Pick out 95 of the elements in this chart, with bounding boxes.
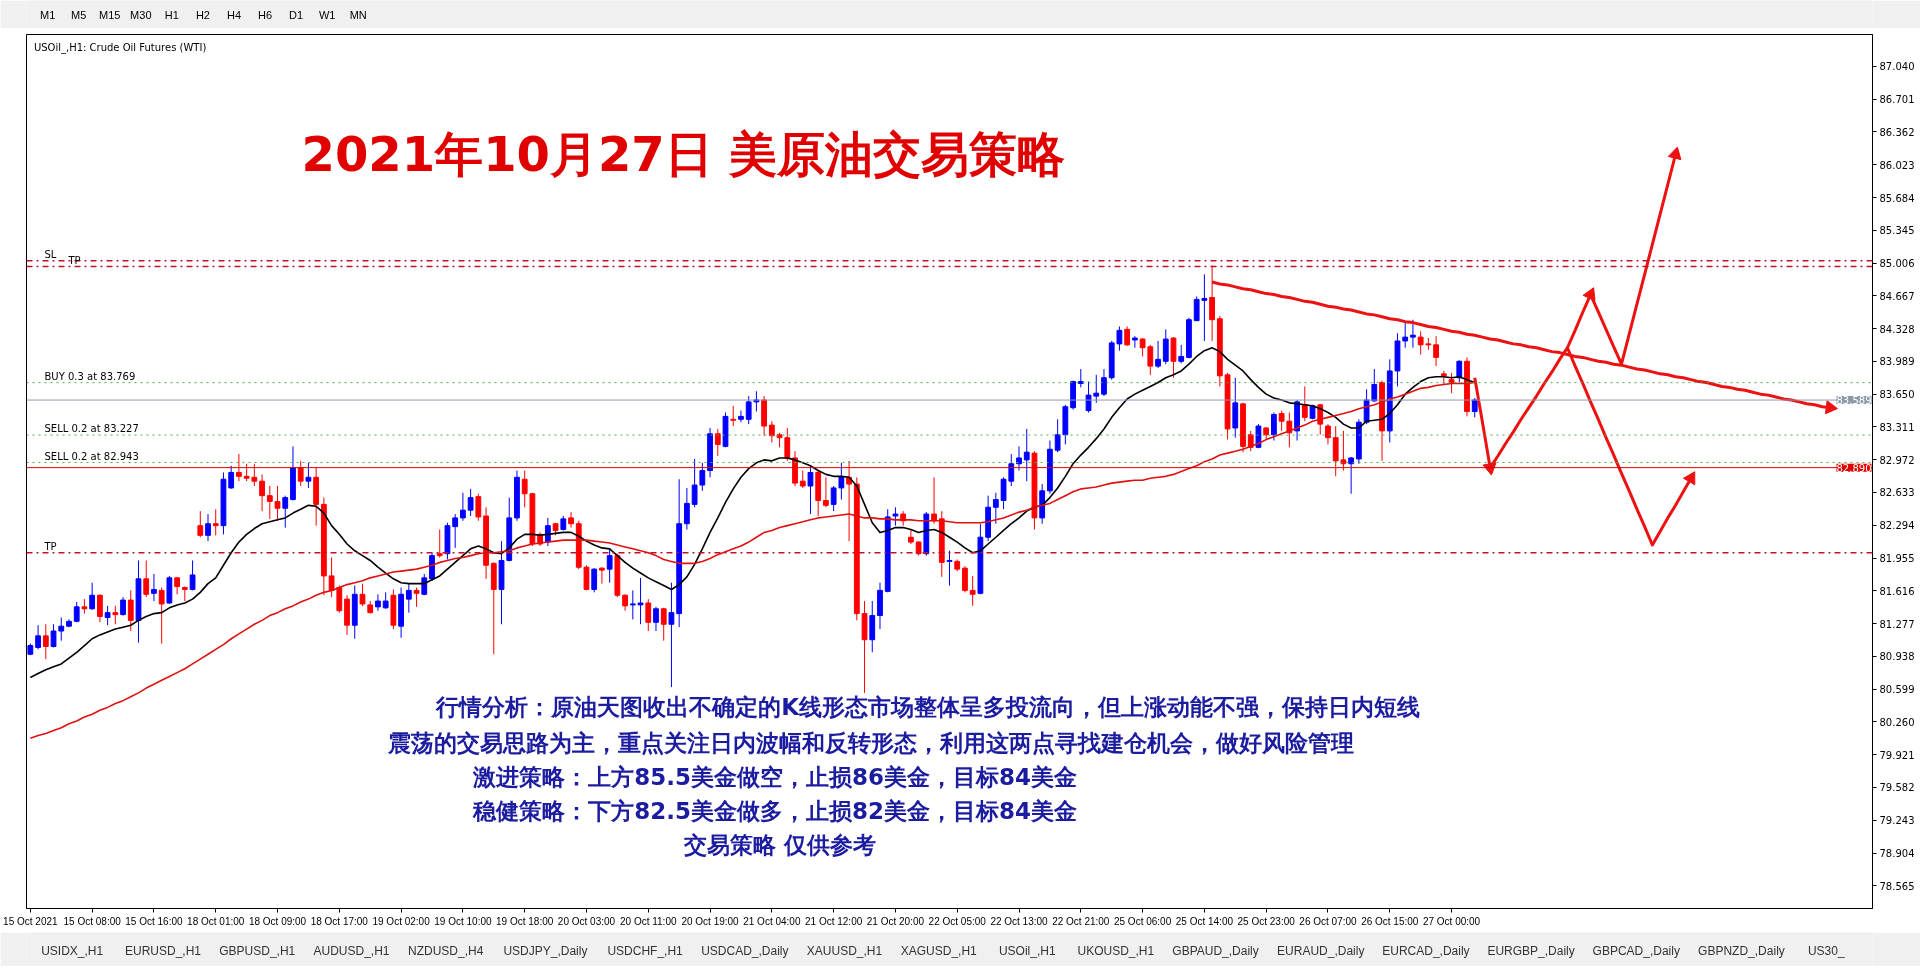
annotation: 震荡的交易思路为主，重点关注日内波幅和反转形态，利用这两点寻找建仓机会，做好风险管理 [387,730,1355,757]
text: W1 [318,8,336,21]
annotation: 行情分析：原油天图收出不确定的K线形态市场整体呈多投流向，但上涨动能不强，保持日内短线 [435,694,1421,721]
text: H6 [258,8,273,21]
text: GBPNZD_,Daily [1698,943,1785,958]
text: GBPCAD_,Daily [1592,943,1680,958]
text: UKOUSD_,H1 [1077,943,1155,958]
annotation: 激进策略：上方85.5美金做空，止损86美金，目标84美金 [472,764,1077,791]
text: NZDUSD_,H4 [408,943,484,958]
y-tick-label: 86.023 [1879,159,1915,171]
text: M30 [130,8,152,21]
x-tick-label: 15 Oct 2021 [3,915,59,927]
text: H2 [195,8,210,21]
text: D1 [289,8,304,21]
ref-line-label: TP [67,254,81,266]
y-tick-label: 86.701 [1879,94,1915,106]
y-tick-label: 80.599 [1879,684,1915,696]
x-tick-label: 21 Oct 12:00 [805,915,863,927]
x-tick-label: 18 Oct 17:00 [310,915,369,927]
text: H1 [164,8,179,21]
y-tick-label: 85.006 [1879,258,1915,270]
y-tick-label: 78.565 [1879,880,1915,892]
ref-line-label: SELL 0.2 at 83.227 [44,423,139,435]
y-tick-label: 80.260 [1879,716,1915,728]
ref-line-label: SL [44,248,57,260]
x-tick-label: 26 Oct 07:00 [1299,915,1358,927]
text: GBPAUD_,Daily [1172,943,1259,958]
x-tick-label: 18 Oct 01:00 [187,915,245,927]
y-tick-label: 79.243 [1879,815,1915,827]
y-tick-label: 82.633 [1879,487,1915,499]
y-tick-label: 82.294 [1879,520,1915,532]
text: H4 [226,8,242,21]
x-tick-label: 20 Oct 03:00 [557,915,616,927]
x-tick-label: 25 Oct 23:00 [1237,915,1296,927]
x-tick-label: 15 Oct 16:00 [125,915,184,927]
x-tick-label: 21 Oct 20:00 [866,915,925,927]
text: MN [349,8,367,21]
y-tick-label: 84.328 [1879,323,1915,335]
x-tick-label: 19 Oct 18:00 [496,915,554,927]
text: USOil_,H1 [998,943,1056,958]
y-tick-label: 87.040 [1879,61,1915,73]
text: EURGBP_,Daily [1487,943,1575,958]
y-tick-label: 84.667 [1879,290,1915,302]
x-tick-label: 25 Oct 14:00 [1175,915,1234,927]
text: M5 [71,8,87,21]
x-tick-label: 20 Oct 11:00 [620,915,677,927]
y-tick-label: 86.362 [1879,126,1915,138]
text: USDJPY_,Daily [503,943,588,958]
x-tick-label: 18 Oct 09:00 [248,915,307,927]
ref-line-label: 83.589 [1836,395,1872,407]
y-tick-label: 83.989 [1879,356,1915,368]
text: USOil_,H1: Crude Oil Futures (WTI) [33,42,207,55]
text: XAUUSD_,H1 [806,943,883,958]
x-tick-label: 27 Oct 00:00 [1422,915,1481,927]
x-tick-label: 19 Oct 10:00 [434,915,492,927]
ref-line-label: TP [43,540,57,552]
x-tick-label: 15 Oct 08:00 [63,915,122,927]
y-tick-label: 78.904 [1879,848,1915,859]
ref-line-label: SELL 0.2 at 82.943 [44,450,139,462]
text: XAGUSD_,H1 [900,943,978,958]
x-tick-label: 22 Oct 13:00 [990,915,1049,927]
x-tick-label: 22 Oct 05:00 [928,915,987,927]
text: AUDUSD_,H1 [313,943,390,958]
y-tick-label: 83.650 [1879,389,1915,401]
y-tick-label: 85.345 [1879,225,1915,237]
text: EURUSD_,H1 [125,943,202,958]
ref-line-label: BUY 0.3 at 83.769 [44,370,136,382]
x-tick-label: 22 Oct 21:00 [1052,915,1110,927]
y-tick-label: 82.972 [1879,454,1915,466]
annotation: 交易策略 仅供参考 [682,831,876,858]
text: US30_ [1807,943,1845,958]
y-tick-label: 81.616 [1879,585,1915,597]
text: EURAUD_,Daily [1277,943,1365,958]
y-tick-label: 79.582 [1879,782,1915,794]
x-tick-label: 19 Oct 02:00 [372,915,431,927]
y-tick-label: 83.311 [1879,421,1915,433]
text: M15 [99,8,121,21]
text: 2021年10月27日 美原油交易策略 [301,126,1066,183]
text: M1 [40,8,56,21]
x-tick-label: 21 Oct 04:00 [743,915,801,927]
text: USDCAD_,Daily [701,943,789,958]
text: USDCHF_,H1 [607,943,684,958]
x-tick-label: 25 Oct 06:00 [1113,915,1172,927]
text: GBPUSD_,H1 [219,943,296,958]
y-tick-label: 79.921 [1879,749,1915,761]
x-tick-label: 26 Oct 15:00 [1361,915,1419,927]
y-tick-label: 80.938 [1879,651,1915,663]
ref-line-label: 82.890 [1836,462,1872,474]
y-tick-label: 81.955 [1879,553,1915,565]
text: USIDX_,H1 [41,943,104,958]
text: EURCAD_,Daily [1382,943,1470,958]
y-tick-label: 81.277 [1879,618,1915,630]
y-tick-label: 85.684 [1879,192,1915,204]
x-tick-label: 20 Oct 19:00 [681,915,740,927]
annotation: 稳健策略：下方82.5美金做多，止损82美金，目标84美金 [472,798,1077,825]
